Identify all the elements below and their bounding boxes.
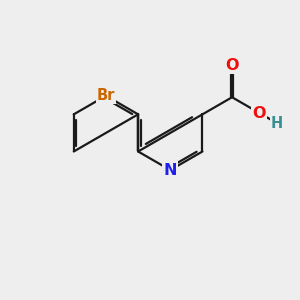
- Text: N: N: [164, 163, 177, 178]
- Text: O: O: [253, 106, 266, 121]
- Text: Br: Br: [97, 88, 115, 103]
- Text: O: O: [225, 58, 239, 73]
- Text: H: H: [271, 116, 283, 131]
